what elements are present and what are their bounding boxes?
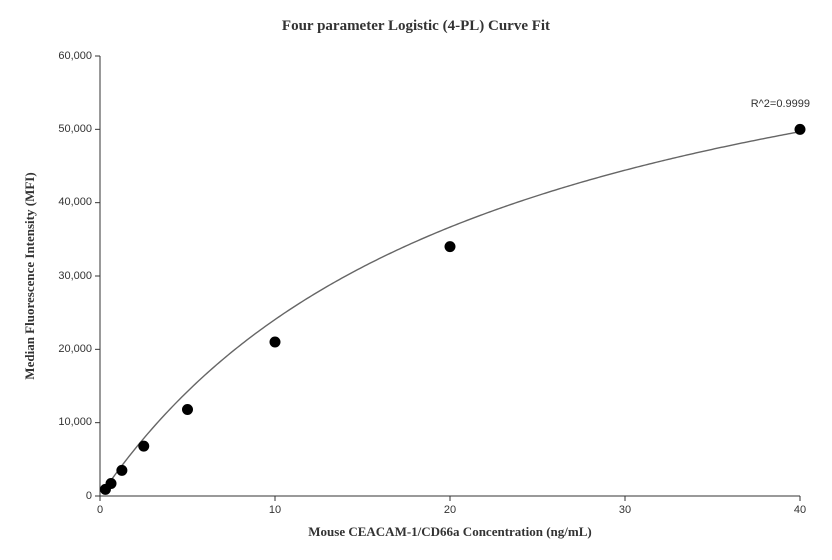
r-squared-annotation: R^2=0.9999 [730, 98, 810, 110]
xtick-label: 10 [255, 504, 295, 516]
data-point [270, 337, 280, 347]
chart-title: Four parameter Logistic (4-PL) Curve Fit [0, 18, 832, 35]
ytick-label: 20,000 [37, 343, 92, 355]
ytick-label: 50,000 [37, 123, 92, 135]
ytick-label: 30,000 [37, 270, 92, 282]
y-axis-label: Median Fluorescence Intensity (MFI) [22, 56, 38, 496]
data-point [117, 465, 127, 475]
xtick-label: 30 [605, 504, 645, 516]
data-point [106, 479, 116, 489]
ytick-label: 60,000 [37, 50, 92, 62]
data-point [183, 404, 193, 414]
xtick-label: 40 [780, 504, 820, 516]
chart-container: Four parameter Logistic (4-PL) Curve Fit… [0, 0, 832, 560]
plot-area [100, 56, 800, 496]
ytick-label: 10,000 [37, 416, 92, 428]
data-point [445, 242, 455, 252]
x-axis-label: Mouse CEACAM-1/CD66a Concentration (ng/m… [100, 524, 800, 540]
data-point [795, 124, 805, 134]
ytick-label: 40,000 [37, 196, 92, 208]
data-point [139, 441, 149, 451]
xtick-label: 20 [430, 504, 470, 516]
ytick-label: 0 [37, 490, 92, 502]
xtick-label: 0 [80, 504, 120, 516]
plot-svg [100, 56, 800, 496]
fit-curve [105, 132, 800, 488]
